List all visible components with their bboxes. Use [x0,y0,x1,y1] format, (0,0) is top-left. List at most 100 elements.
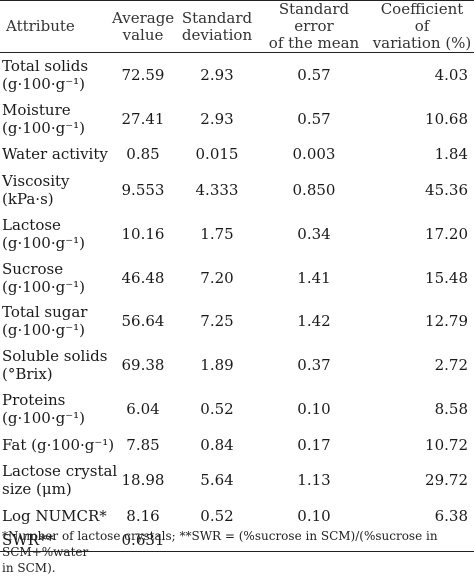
cv-cell: 12.79 [425,312,468,331]
attribute-unit: (g·100·g⁻¹) [2,233,86,252]
sd-cell: 1.89 [200,356,234,375]
cv-cell: 45.36 [425,180,468,199]
attribute-name: Total sugar [2,303,88,322]
attribute-cell: Soluble solids (°Brix) [0,343,110,387]
table-row: Proteins (g·100·g⁻¹) 6.04 0.52 0.10 8.58 [0,387,474,431]
table-row: Lactose crystal size (μm) 18.98 5.64 1.13 29.… [0,458,474,502]
sd-cell: 2.93 [200,65,234,84]
sd-cell: 0.84 [200,435,234,454]
average-cell: 8.16 [126,506,160,525]
attribute-cell: Total sugar (g·100·g⁻¹) [0,299,110,343]
sem-cell: 0.57 [297,109,331,128]
sem-cell: 0.34 [297,224,331,243]
sd-cell: 0.52 [200,399,234,418]
average-cell: 6.04 [126,399,160,418]
table-row: Log NUMCR* 8.16 0.52 0.10 6.38 [0,502,474,530]
table-body: Total solids (g·100·g⁻¹) 72.59 2.93 0.57 4.03… [0,53,474,552]
table-row: Water activity 0.85 0.015 0.003 1.84 [0,141,474,169]
attribute-cell: Lactose crystal size (μm) [0,458,118,502]
sem-cell: 0.10 [297,506,331,525]
average-cell: 72.59 [121,65,165,84]
attribute-cell: Log NUMCR* [0,502,110,530]
header-sem: Standard error of the mean [258,0,370,53]
table-row: Total sugar (g·100·g⁻¹) 56.64 7.25 1.42 12.79 [0,299,474,343]
attribute-unit: (kPa·s) [2,189,54,208]
sd-cell: 5.64 [200,471,234,490]
attribute-name: Total solids [2,56,89,75]
average-cell: 56.64 [121,312,165,331]
attribute-cell: Viscosity (kPa·s) [0,168,110,212]
sd-cell [176,529,258,552]
table-row: SWR** 0.631 [0,529,474,552]
header-sd: Standard deviation [176,0,258,53]
cv-cell: 8.58 [434,399,468,418]
attribute-cell: Proteins (g·100·g⁻¹) [0,387,110,431]
sem-cell: 0.850 [292,180,336,199]
header-cv: Coefficient of variation (%) [370,0,474,53]
attribute-name: Soluble solids [2,347,108,366]
table-row: Soluble solids (°Brix) 69.38 1.89 0.37 2.72 [0,343,474,387]
attribute-cell: Fat (g·100·g⁻¹) [0,431,115,459]
average-cell: 69.38 [121,356,165,375]
sem-cell: 0.17 [297,435,331,454]
attribute-name: Lactose crystal [2,462,118,481]
average-cell: 7.85 [126,435,160,454]
cv-cell: 10.72 [425,435,468,454]
table-row: Lactose (g·100·g⁻¹) 10.16 1.75 0.34 17.20 [0,212,474,256]
sem-cell: 0.57 [297,65,331,84]
attribute-unit: (g·100·g⁻¹) [2,118,86,137]
cv-cell: 29.72 [425,471,468,490]
footnote-line-1: *Number of lactose crystals; **SWR = (%s… [2,529,438,559]
attribute-name: Sucrose [2,259,64,278]
average-cell: 18.98 [121,471,165,490]
cv-cell: 15.48 [425,268,468,287]
average-cell: 0.85 [126,145,160,164]
table-row: Total solids (g·100·g⁻¹) 72.59 2.93 0.57 4.03 [0,53,474,97]
sd-cell: 0.52 [200,506,234,525]
table-row: Moisture (g·100·g⁻¹) 27.41 2.93 0.57 10.68 [0,97,474,141]
attribute-cell: Sucrose (g·100·g⁻¹) [0,256,110,300]
cv-cell: 2.72 [434,356,468,375]
average-cell: 9.553 [121,180,165,199]
attribute-name: SWR** [2,531,54,550]
cv-cell [370,529,474,552]
attribute-name: Viscosity [2,171,70,190]
attribute-name: Fat (g·100·g⁻¹) [2,435,115,454]
table-row: Viscosity (kPa·s) 9.553 4.333 0.850 45.36 [0,168,474,212]
cv-cell: 6.38 [434,506,468,525]
cv-cell: 1.84 [434,145,468,164]
cv-cell: 4.03 [434,65,468,84]
cv-cell: 10.68 [425,109,468,128]
sem-cell: 1.42 [297,312,331,331]
header-attribute: Attribute [0,0,110,53]
attribute-unit: size (μm) [2,480,72,499]
average-cell: 10.16 [121,224,165,243]
sd-cell: 2.93 [200,109,234,128]
attribute-name: Water activity [2,145,108,164]
attribute-cell: Lactose (g·100·g⁻¹) [0,212,110,256]
average-cell: 46.48 [121,268,165,287]
attribute-cell: Total solids (g·100·g⁻¹) [0,53,110,97]
attribute-cell: Moisture (g·100·g⁻¹) [0,97,110,141]
sem-cell: 1.13 [297,471,331,490]
sem-cell [258,529,370,552]
header-average: Average value [110,0,176,53]
sd-cell: 0.015 [195,145,239,164]
header-row: Attribute Average value Standard deviation… [0,0,474,53]
sem-cell: 0.10 [297,399,331,418]
sd-cell: 7.20 [200,268,234,287]
sem-cell: 0.003 [292,145,336,164]
attribute-unit: (g·100·g⁻¹) [2,277,86,296]
sd-cell: 1.75 [200,224,234,243]
footnote-line-2: in SCM). [2,561,56,575]
sem-cell: 1.41 [297,268,331,287]
average-cell: 27.41 [121,109,165,128]
footnote: *Number of lactose crystals; **SWR = (%s… [2,528,472,576]
attribute-name: Log NUMCR* [2,506,107,525]
attribute-cell: Water activity [0,141,110,169]
cv-cell: 17.20 [425,224,468,243]
attribute-unit: (°Brix) [2,365,53,384]
sd-cell: 7.25 [200,312,234,331]
attribute-name: Proteins [2,390,66,409]
